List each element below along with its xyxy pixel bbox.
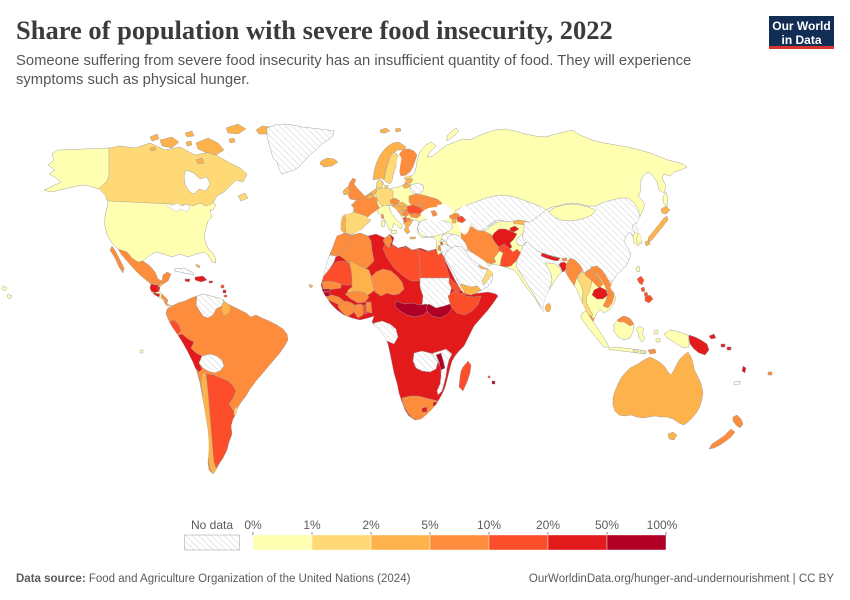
svg-text:50%: 50% xyxy=(595,518,619,532)
svg-text:100%: 100% xyxy=(647,518,678,532)
svg-text:No data: No data xyxy=(191,518,233,532)
svg-text:5%: 5% xyxy=(421,518,439,532)
svg-text:10%: 10% xyxy=(477,518,501,532)
svg-text:20%: 20% xyxy=(536,518,560,532)
svg-text:0%: 0% xyxy=(244,518,262,532)
svg-text:2%: 2% xyxy=(362,518,380,532)
svg-text:1%: 1% xyxy=(303,518,321,532)
